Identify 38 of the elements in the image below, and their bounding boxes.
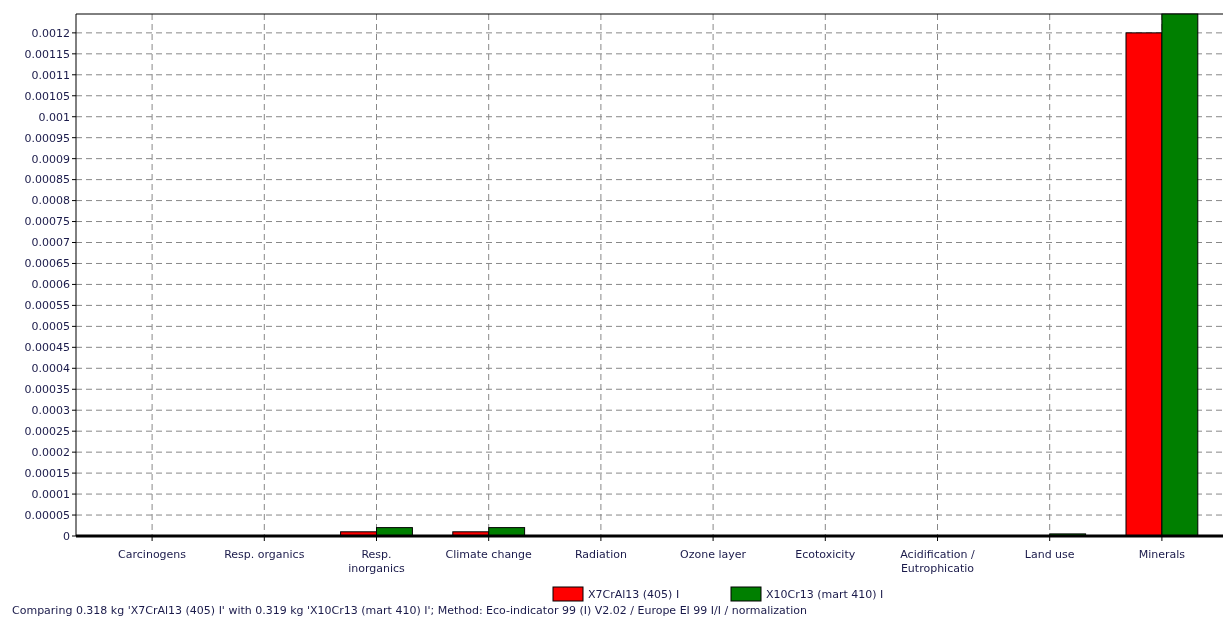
y-tick-label: 0.0012 [31,26,70,40]
text: Comparing 0.318 kg 'X7CrAl13 (405) I' with 0.319 kg 'X10Cr13 (mart 410) I'; Method: Eco-indicator 99 (I) V2.02 / Europe EI 99 I/I / normalization [12,604,807,617]
y-tick-label: 0.00045 [24,341,70,355]
y-tick-label: 0.00015 [24,466,70,480]
y-tick-label: 0.0001 [31,487,70,501]
x-tick-label: Ecotoxicity [795,548,856,561]
x-tick-label: Carcinogens [118,548,187,561]
y-tick-label: 0.0009 [31,152,70,166]
y-tick-label: 0.00055 [24,299,70,313]
y-tick-label: 0.00025 [24,425,70,439]
x-tick-label: Ozone layer [680,548,747,561]
y-tick-label: 0.0003 [31,404,70,418]
y-tick-label: 0.00115 [24,47,70,61]
y-tick-label: 0.00085 [24,173,70,187]
legend-label: X7CrAl13 (405) I [588,587,680,601]
y-tick-label: 0.00105 [24,89,70,103]
x-tick-label: Acidification / Eutrophicatio [900,548,976,575]
x-tick-label: Minerals [1138,548,1186,561]
y-tick-label: 0.0007 [31,236,70,250]
y-tick-label: 0.00095 [24,131,70,145]
x-tick-label: Resp. inorganics [348,548,406,575]
y-tick-label: 0.0011 [31,68,70,82]
x-tick-label: Resp. organics [224,548,305,561]
y-tick-label: 0.0004 [31,362,70,376]
y-tick-label: 0 [63,529,70,543]
legend-label: X10Cr13 (mart 410) I [766,587,884,601]
x-tick-label: Climate change [445,548,533,561]
y-tick-label: 0.00065 [24,257,70,271]
y-tick-label: 0.0005 [31,320,70,334]
y-tick-label: 0.001 [38,110,70,124]
y-tick-label: 0.0002 [31,445,70,459]
x-tick-label: Land use [1024,548,1075,561]
y-tick-label: 0.00075 [24,215,70,229]
y-tick-label: 0.00005 [24,508,70,522]
y-tick-label: 0.0008 [31,194,70,208]
y-tick-label: 0.0006 [31,278,70,292]
x-tick-label: Radiation [574,548,627,561]
y-tick-label: 0.00035 [24,383,70,397]
